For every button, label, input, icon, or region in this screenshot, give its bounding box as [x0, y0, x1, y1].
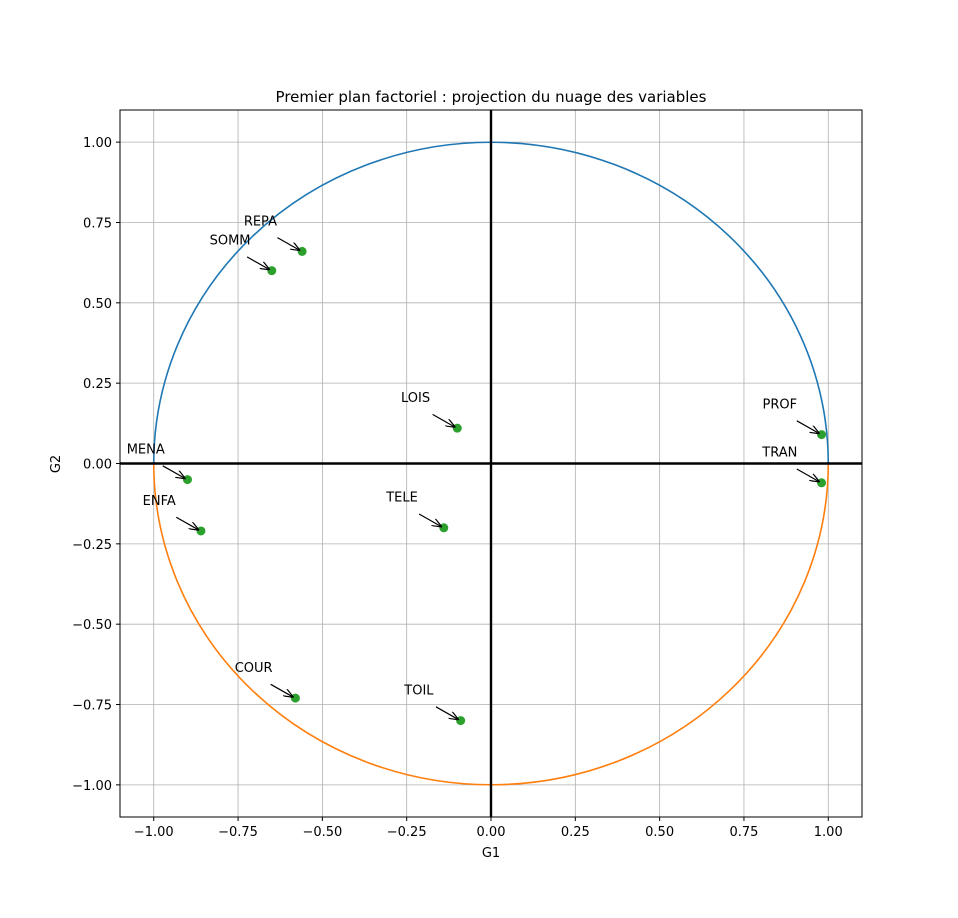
annotation-arrow [418, 513, 441, 526]
plot-frame [119, 109, 863, 818]
x-ticks: −1.00 −0.75 −0.50 −0.25 0.00 0.25 0.50 0.75 1.00 [134, 817, 843, 840]
y-tick-label: −0.50 [72, 618, 112, 633]
annotation-arrow [162, 465, 185, 478]
point-cour [290, 693, 300, 703]
point-lois [452, 423, 462, 433]
point-label-tele: TELE [385, 491, 418, 506]
point-label-repa: REPA [244, 214, 277, 229]
y-tick-label: −1.00 [72, 779, 112, 794]
x-axis-label: G1 [482, 846, 500, 861]
y-tick-label: 0.75 [83, 216, 112, 231]
y-tick-label: 0.50 [83, 297, 112, 312]
annotation-arrow [246, 256, 269, 269]
point-label-lois: LOIS [401, 391, 430, 406]
annotation-arrow [277, 237, 299, 250]
point-tran [817, 478, 827, 488]
x-tick-label: 0.50 [645, 825, 674, 840]
point-label-somm: SOMM [210, 234, 251, 249]
point-prof [817, 430, 827, 440]
x-tick-label: 0.25 [561, 825, 590, 840]
origin-axes [120, 110, 862, 817]
x-tick-label: −0.50 [302, 825, 342, 840]
y-tick-label: −0.25 [72, 538, 112, 553]
point-label-mena: MENA [127, 443, 165, 458]
y-tick-label: 0.25 [83, 377, 112, 392]
points [182, 246, 827, 726]
point-enfa [196, 526, 206, 536]
point-labels: REPA SOMM LOIS PROF TRAN MENA ENFA TELE COUR TOIL [127, 214, 819, 719]
point-label-toil: TOIL [403, 684, 434, 699]
point-somm [267, 266, 277, 276]
x-tick-label: 0.75 [729, 825, 758, 840]
x-tick-label: −0.25 [387, 825, 427, 840]
annotation-arrow [435, 706, 458, 719]
x-tick-label: 1.00 [814, 825, 843, 840]
y-axis-label: G2 [49, 455, 64, 473]
point-label-cour: COUR [235, 661, 273, 676]
point-repa [297, 246, 307, 256]
point-tele [439, 523, 449, 533]
point-mena [182, 475, 192, 485]
point-label-enfa: ENFA [143, 494, 176, 509]
x-tick-label: −1.00 [134, 825, 174, 840]
annotation-arrow [270, 683, 293, 696]
y-tick-label: −0.75 [72, 699, 112, 714]
y-tick-label: 1.00 [83, 136, 112, 151]
x-tick-label: −0.75 [218, 825, 258, 840]
y-ticks: −1.00 −0.75 −0.50 −0.25 0.00 0.25 0.50 0.75 1.00 [72, 136, 120, 794]
point-label-prof: PROF [763, 398, 798, 413]
annotation-arrow [796, 420, 819, 433]
annotation-arrow [175, 516, 198, 529]
point-toil [456, 716, 466, 726]
annotation-arrow [432, 413, 455, 426]
annotation-arrow [796, 468, 819, 481]
y-tick-label: 0.00 [83, 458, 112, 473]
point-label-tran: TRAN [761, 446, 797, 461]
x-tick-label: 0.00 [477, 825, 506, 840]
chart-title: Premier plan factoriel : projection du n… [276, 88, 707, 106]
